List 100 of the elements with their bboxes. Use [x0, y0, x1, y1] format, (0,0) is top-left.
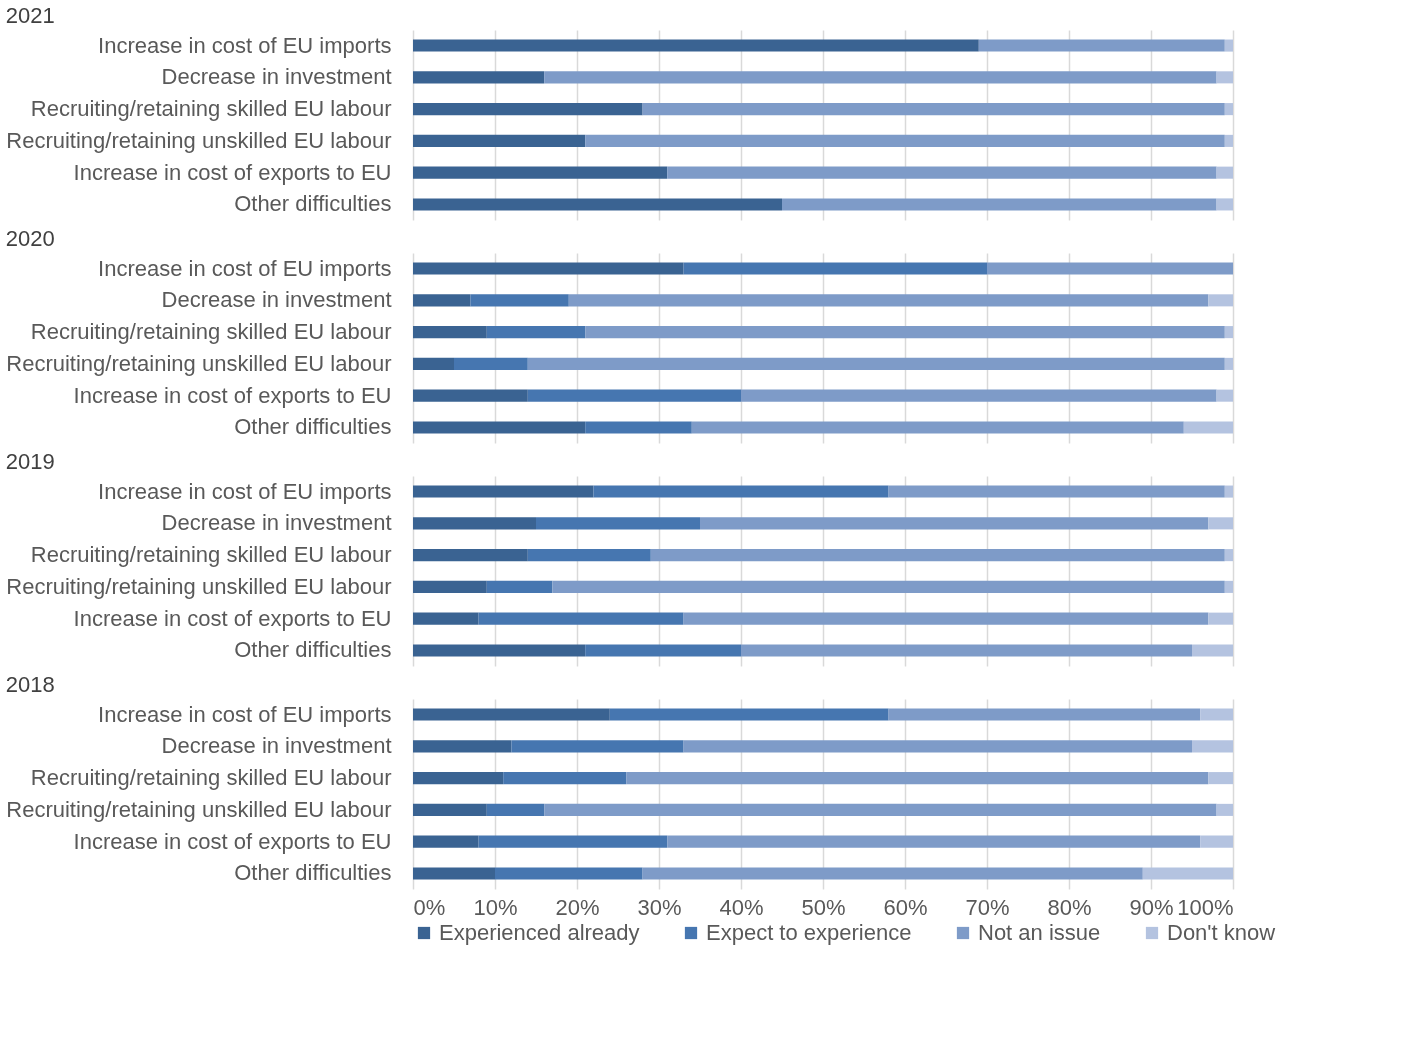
bar — [1183, 421, 1233, 434]
y-tick-label: Recruiting/retaining unskilled EU labour — [6, 796, 392, 822]
y-tick-label: Recruiting/retaining unskilled EU labour — [6, 573, 392, 599]
y-tick-label: Other difficulties — [234, 860, 392, 886]
bar — [585, 326, 1225, 339]
bar — [413, 803, 487, 816]
bar — [978, 39, 1225, 52]
text: 2020 — [5, 226, 55, 251]
bar — [987, 262, 1233, 275]
bar — [741, 389, 1217, 402]
bar — [585, 134, 1225, 147]
bar — [486, 803, 545, 816]
bar — [413, 389, 528, 402]
bar — [413, 835, 479, 848]
bar — [667, 835, 1201, 848]
text: 2018 — [5, 672, 55, 697]
bar — [1216, 166, 1233, 179]
bar — [1224, 103, 1233, 116]
x-tick-label: 50% — [801, 894, 846, 920]
y-tick-label: Increase in cost of EU imports — [98, 478, 392, 504]
bar — [413, 644, 586, 657]
text: 2021 — [5, 3, 55, 28]
bar — [1208, 517, 1233, 530]
x-tick-label: 30% — [637, 894, 682, 920]
bar — [626, 772, 1209, 785]
bar — [1224, 357, 1233, 370]
bar — [1224, 39, 1233, 52]
bar — [413, 357, 454, 370]
y-tick-label: Increase in cost of exports to EU — [73, 828, 392, 854]
bar — [1208, 294, 1233, 307]
y-tick-label: Other difficulties — [234, 637, 392, 663]
bar — [413, 294, 471, 307]
bar — [527, 549, 651, 562]
bar — [486, 326, 586, 339]
text: 2019 — [5, 449, 55, 474]
bar — [413, 612, 479, 625]
y-tick-label: Other difficulties — [234, 191, 392, 217]
legend-label: Not an issue — [978, 920, 1101, 945]
bar — [683, 262, 987, 275]
x-tick-label: 10% — [473, 894, 518, 920]
bar — [691, 421, 1184, 434]
x-tick-label: 40% — [719, 894, 764, 920]
bar — [478, 612, 684, 625]
y-tick-label: Increase in cost of EU imports — [98, 701, 392, 727]
bar — [495, 867, 643, 880]
bar — [544, 803, 1217, 816]
y-tick-label: Increase in cost of exports to EU — [73, 159, 392, 185]
bar — [1224, 549, 1233, 562]
bar — [413, 103, 643, 116]
bar — [511, 740, 684, 753]
bar — [527, 357, 1225, 370]
bar — [470, 294, 569, 307]
bar — [888, 485, 1225, 498]
x-tick-label: 0% — [413, 894, 446, 920]
y-tick-label: Increase in cost of EU imports — [98, 32, 392, 58]
bar — [413, 39, 979, 52]
x-tick-label: 100% — [1177, 894, 1234, 920]
bar — [552, 580, 1225, 593]
bar — [1192, 644, 1233, 657]
bar — [413, 867, 495, 880]
bar — [585, 644, 741, 657]
bar — [642, 867, 1143, 880]
y-tick-label: Other difficulties — [234, 414, 392, 440]
bar — [1216, 198, 1233, 211]
bar — [413, 134, 586, 147]
bar — [413, 485, 594, 498]
bar — [642, 103, 1225, 116]
bar — [888, 708, 1201, 721]
bar — [1192, 740, 1233, 753]
legend-label: Expect to experience — [706, 920, 912, 945]
bar — [1224, 134, 1233, 147]
y-tick-label: Decrease in investment — [161, 287, 392, 313]
bar — [1200, 835, 1233, 848]
bar — [741, 644, 1192, 657]
bar — [683, 612, 1209, 625]
bar — [544, 71, 1217, 84]
bar — [1224, 485, 1233, 498]
x-tick-label: 60% — [883, 894, 928, 920]
bar — [413, 549, 528, 562]
bar — [413, 421, 586, 434]
bar — [413, 198, 782, 211]
bar — [1208, 772, 1233, 785]
bar — [593, 485, 889, 498]
x-tick-label: 70% — [965, 894, 1010, 920]
bar — [454, 357, 528, 370]
bar — [536, 517, 700, 530]
bar — [700, 517, 1209, 530]
y-tick-label: Recruiting/retaining unskilled EU labour — [6, 350, 392, 376]
bar — [1208, 612, 1233, 625]
bar — [413, 740, 512, 753]
bar — [478, 835, 668, 848]
y-tick-label: Recruiting/retaining unskilled EU labour — [6, 127, 392, 153]
bar — [609, 708, 889, 721]
bar — [413, 517, 536, 530]
bar — [585, 421, 692, 434]
y-tick-label: Decrease in investment — [161, 64, 392, 90]
bar — [527, 389, 741, 402]
bar — [413, 580, 487, 593]
x-tick-label: 90% — [1129, 894, 1174, 920]
bar — [1200, 708, 1233, 721]
